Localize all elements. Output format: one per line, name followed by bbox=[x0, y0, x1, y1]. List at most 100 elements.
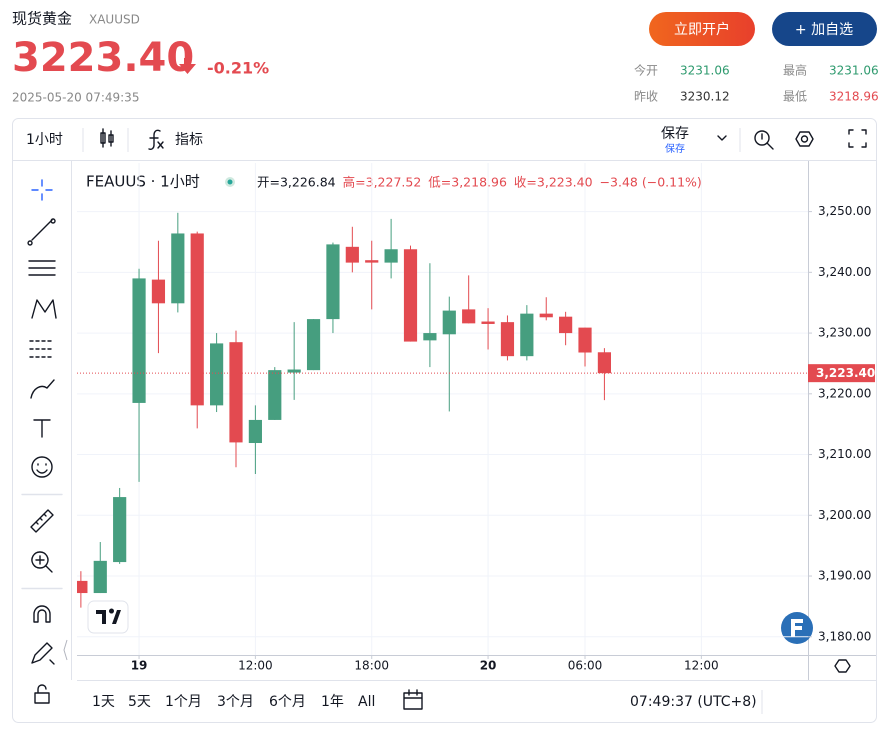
alert-icon[interactable] bbox=[754, 130, 774, 150]
candle-body bbox=[248, 419, 262, 444]
date-range-icon[interactable] bbox=[403, 689, 423, 710]
settings-icon[interactable] bbox=[795, 131, 814, 147]
watchlist-button[interactable] bbox=[772, 12, 877, 46]
status-dot bbox=[227, 179, 233, 185]
price: 3223.40 bbox=[12, 35, 194, 81]
legend-item: 收=3,223.40 bbox=[514, 175, 593, 190]
candle-body bbox=[93, 560, 107, 594]
candle-body bbox=[113, 497, 127, 563]
candle-body bbox=[171, 233, 185, 304]
legend-item: 高=3,227.52 bbox=[343, 175, 422, 190]
emoji-tool[interactable] bbox=[31, 456, 53, 478]
save-menu[interactable] bbox=[717, 135, 727, 141]
candle-body bbox=[151, 279, 166, 304]
stat-value: 3218.96 bbox=[829, 90, 879, 104]
x-tick-label: 12:00 bbox=[238, 659, 273, 673]
range-button[interactable]: 1天 bbox=[92, 694, 115, 710]
range-button[interactable]: 1个月 bbox=[165, 694, 202, 710]
open-account-button[interactable] bbox=[649, 12, 755, 46]
sidebar-tools bbox=[21, 179, 63, 704]
fib-tool[interactable] bbox=[28, 260, 56, 276]
magnet-tool[interactable] bbox=[33, 605, 51, 623]
candle-body bbox=[229, 342, 243, 443]
indicators[interactable]: 指标 bbox=[175, 132, 203, 148]
candle-body bbox=[423, 333, 437, 341]
candle-body bbox=[384, 249, 398, 263]
title: 现货黄金 bbox=[12, 10, 72, 28]
candle-body bbox=[326, 244, 340, 320]
range-button[interactable]: 3个月 bbox=[217, 694, 254, 710]
watchlist-label[interactable]: + 加自选 bbox=[795, 22, 853, 38]
ruler-tool[interactable] bbox=[30, 509, 54, 533]
candle-body bbox=[306, 319, 321, 371]
axis-settings[interactable] bbox=[834, 659, 851, 673]
candle-body bbox=[481, 321, 495, 324]
candle-body bbox=[268, 370, 282, 420]
candle-body bbox=[77, 580, 88, 594]
candle-body bbox=[132, 278, 146, 403]
y-tick-label: 3,190.00 bbox=[818, 569, 871, 583]
y-tick-label: 3,250.00 bbox=[818, 204, 871, 218]
x-tick-label: 12:00 bbox=[684, 659, 719, 673]
pattern-tool[interactable] bbox=[31, 299, 57, 319]
range-button[interactable]: 6个月 bbox=[269, 694, 306, 710]
change: -0.21% bbox=[207, 59, 269, 78]
legend-item: 低=3,218.96 bbox=[428, 175, 507, 190]
y-tick-label: 3,180.00 bbox=[818, 629, 871, 643]
candle-body bbox=[403, 249, 418, 342]
x-tick-label: 18:00 bbox=[354, 659, 389, 673]
grid bbox=[77, 163, 808, 655]
candle-body bbox=[500, 322, 515, 357]
y-tick-label: 3,200.00 bbox=[818, 508, 871, 522]
crosshair-tool[interactable] bbox=[31, 179, 53, 201]
y-tick-label: 3,210.00 bbox=[818, 447, 871, 461]
indicator-icon[interactable] bbox=[148, 129, 164, 150]
stat-label: 最高 bbox=[783, 63, 807, 78]
save[interactable]: 保存 bbox=[661, 126, 689, 142]
text-tool[interactable] bbox=[33, 419, 51, 438]
line-tool[interactable] bbox=[27, 218, 56, 246]
candle-body bbox=[597, 352, 611, 374]
candle-type-icon[interactable] bbox=[100, 128, 114, 148]
legend-item: −3.48 (−0.11%) bbox=[600, 175, 702, 190]
collapse-sidebar[interactable] bbox=[63, 639, 68, 661]
interval[interactable]: 1小时 bbox=[26, 132, 63, 148]
stat-label: 今开 bbox=[634, 63, 658, 78]
zoom-tool[interactable] bbox=[31, 551, 53, 573]
legend-title: FEAUUS · 1小时 bbox=[86, 173, 200, 191]
stat-label: 最低 bbox=[783, 90, 807, 104]
x-tick-label: 19 bbox=[131, 659, 148, 673]
candle-body bbox=[345, 246, 359, 263]
range-button[interactable]: All bbox=[358, 694, 375, 710]
lock-tool[interactable] bbox=[34, 684, 50, 704]
widget-frame bbox=[12, 118, 877, 723]
candle-body bbox=[578, 327, 592, 353]
tradingview-logo[interactable] bbox=[87, 600, 129, 634]
timestamp: 2025-05-20 07:49:35 bbox=[12, 91, 139, 105]
down-arrow bbox=[179, 58, 196, 74]
last-price-tag bbox=[808, 364, 875, 383]
candle-body bbox=[559, 316, 573, 334]
clock: 07:49:37 (UTC+8) bbox=[630, 694, 757, 710]
range-button[interactable]: 1年 bbox=[321, 694, 344, 710]
save-sub[interactable]: 保存 bbox=[665, 142, 685, 155]
y-tick-label: 3,220.00 bbox=[818, 386, 871, 400]
stat-label: 昨收 bbox=[634, 90, 658, 104]
brush-tool[interactable] bbox=[30, 379, 55, 399]
candle-body bbox=[520, 313, 534, 357]
candle-body bbox=[442, 310, 456, 335]
prediction-tool[interactable] bbox=[29, 340, 55, 358]
open-account-label[interactable]: 立即开户 bbox=[674, 21, 730, 38]
stay-drawing-tool[interactable] bbox=[31, 642, 55, 665]
last-price-label: 3,223.40 bbox=[816, 366, 875, 380]
stat-value: 3230.12 bbox=[680, 90, 730, 104]
y-tick-label: 3,230.00 bbox=[818, 326, 871, 340]
range-button[interactable]: 5天 bbox=[128, 694, 151, 710]
stat-value: 3231.06 bbox=[680, 64, 730, 78]
range-buttons: 1天 5天 1个月 3个月 6个月 1年 All bbox=[92, 694, 375, 710]
legend-item: 开=3,226.84 bbox=[257, 175, 336, 190]
y-tick-label: 3,240.00 bbox=[818, 265, 871, 279]
fullscreen-icon[interactable] bbox=[848, 129, 867, 148]
